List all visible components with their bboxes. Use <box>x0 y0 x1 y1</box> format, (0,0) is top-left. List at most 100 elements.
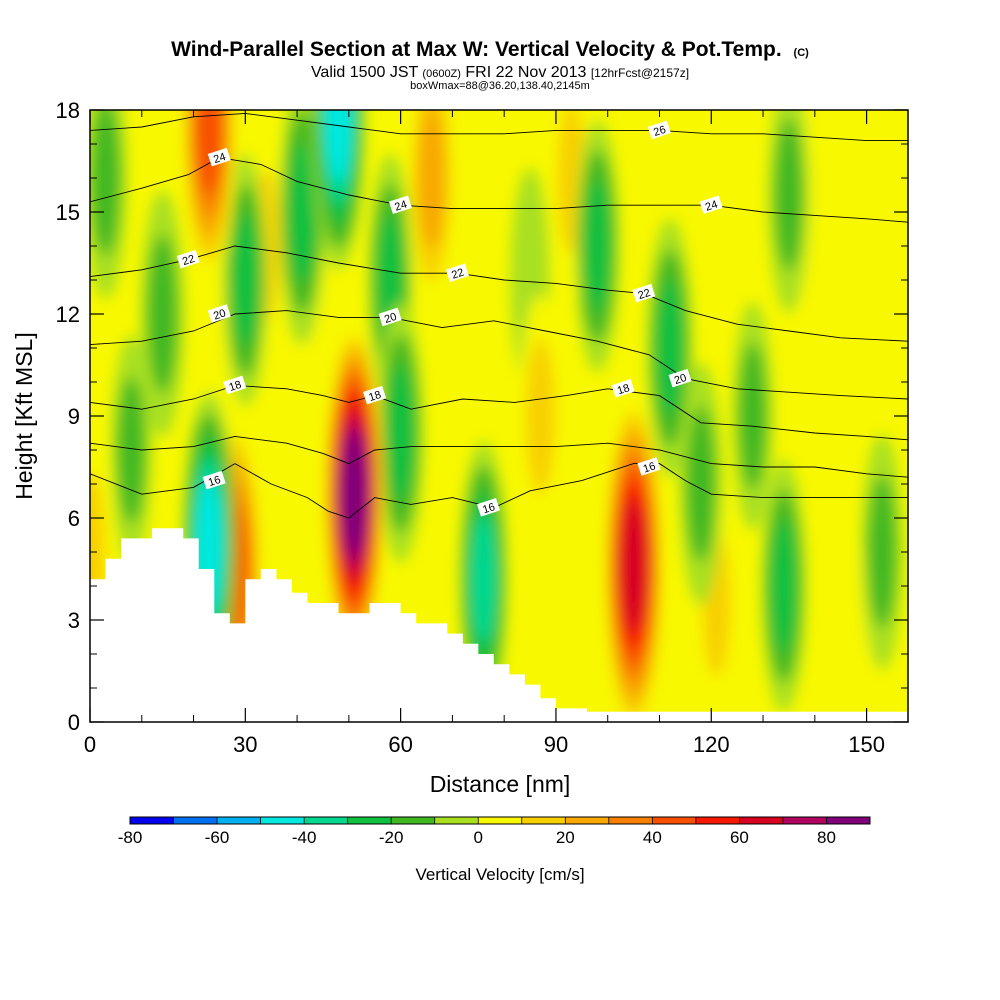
velocity-core-25-band-3 <box>470 515 497 644</box>
chart-title: Wind-Parallel Section at Max W: Vertical… <box>171 38 809 61</box>
theta-label-2-1: 18 <box>363 385 387 405</box>
colorbar-swatch <box>652 817 697 824</box>
velocity-core-11-band-1 <box>867 476 897 628</box>
x-tick-label: 150 <box>848 732 885 757</box>
theta-label-3-1: 20 <box>378 307 402 327</box>
theta-label-text: 24 <box>393 199 408 214</box>
velocity-core-6-band-1 <box>738 342 767 490</box>
theta-label-box <box>207 304 231 323</box>
colorbar-tick-label: 40 <box>643 828 662 847</box>
y-tick-label: 18 <box>56 98 80 123</box>
colorbar-tick-label: 0 <box>474 828 483 847</box>
colorbar-swatch <box>217 817 262 824</box>
colorbar: -80 -60 -40 -20 0 20 40 60 80 <box>118 816 871 847</box>
theta-label-text: 20 <box>383 311 398 326</box>
theta-label-text: 20 <box>212 307 227 322</box>
colorbar-tick-label: 80 <box>817 828 836 847</box>
velocity-core-24-band-2 <box>417 110 446 250</box>
theta-label-text: 26 <box>652 124 667 139</box>
theta-label-box <box>668 368 692 388</box>
colorbar-swatch <box>347 817 392 824</box>
theta-contour-4 <box>90 245 908 342</box>
colorbar-frame <box>129 816 871 825</box>
velocity-core-13-band-1 <box>90 110 121 257</box>
colorbar-swatch <box>434 817 479 824</box>
chart-subtitle-2: boxWmax=88@36.20,138.40,2145m <box>410 80 590 92</box>
contour-labels: 16 16 16 18 18 18 20 20 20 22 22 22 24 24 24 26 <box>176 120 723 517</box>
theta-label-box <box>445 263 469 282</box>
theta-label-box <box>207 147 231 167</box>
y-tick-label: 9 <box>68 404 80 429</box>
theta-label-4-1: 22 <box>445 263 469 282</box>
theta-label-text: 22 <box>637 287 652 302</box>
theta-label-4-2: 22 <box>632 283 656 303</box>
y-tick-label: 6 <box>68 506 80 531</box>
colorbar-tick-label: -20 <box>379 828 404 847</box>
theta-label-text: 18 <box>616 382 631 397</box>
x-axis-label: Distance [nm] <box>430 771 571 797</box>
colorbar-swatch <box>173 817 218 824</box>
theta-label-4-0: 22 <box>176 249 200 269</box>
velocity-core-7-band-1 <box>117 376 146 524</box>
colorbar-tick-label: -40 <box>292 828 317 847</box>
theta-label-box <box>647 120 671 140</box>
axes: 0 30 60 90 120 150 0 3 6 9 12 15 18 <box>56 98 908 757</box>
colorbar-swatch <box>478 817 523 824</box>
velocity-core-17-band-2 <box>232 213 259 347</box>
theta-label-text: 16 <box>207 474 222 489</box>
colorbar-tick-label: -80 <box>118 828 143 847</box>
velocity-core-20-band-2 <box>770 519 797 653</box>
x-tick-label: 120 <box>693 732 730 757</box>
theta-label-2-2: 18 <box>611 379 635 398</box>
theta-label-text: 22 <box>450 267 465 282</box>
vertical-velocity-field <box>90 110 903 722</box>
colorbar-swatch <box>782 817 827 824</box>
velocity-core-31-band-8 <box>340 431 368 557</box>
theta-label-text: 20 <box>673 372 688 387</box>
theta-label-text: 24 <box>212 151 227 166</box>
velocity-core-21-band-2 <box>387 365 414 501</box>
theta-label-box <box>223 375 247 395</box>
plot-area <box>90 110 908 722</box>
velocity-core-1-band-0 <box>831 544 871 722</box>
y-tick-label: 0 <box>68 710 80 735</box>
x-tick-label: 90 <box>544 732 568 757</box>
colorbar-tick-label: 60 <box>730 828 749 847</box>
theta-label-box <box>699 195 723 214</box>
theta-label-text: 24 <box>704 199 719 214</box>
theta-label-5-1: 24 <box>388 195 412 214</box>
velocity-core-29-band-4 <box>195 110 223 195</box>
x-tick-label: 60 <box>388 732 412 757</box>
colorbar-swatch <box>521 817 566 824</box>
theta-label-5-2: 24 <box>699 195 723 214</box>
theta-label-box <box>611 379 635 398</box>
theta-label-box <box>176 249 200 269</box>
theta-contour-0 <box>90 463 908 519</box>
theta-label-text: 22 <box>181 253 196 268</box>
colorbar-swatch <box>130 817 175 824</box>
theta-contour-1 <box>90 435 908 478</box>
colorbar-swatch <box>565 817 610 824</box>
velocity-core-12-band-1 <box>525 337 556 495</box>
y-axis-label: Height [Kft MSL] <box>11 332 37 499</box>
velocity-core-19-band-2 <box>584 179 611 313</box>
theta-label-box <box>476 498 501 517</box>
theta-label-0-2: 16 <box>637 457 661 476</box>
colorbar-swatch <box>391 817 436 824</box>
theta-label-0-1: 16 <box>476 498 501 517</box>
colorbar-swatch <box>739 817 784 824</box>
theta-contour-6 <box>90 112 908 142</box>
theta-label-box <box>632 283 656 303</box>
theta-label-text: 18 <box>367 389 382 404</box>
x-tick-label: 30 <box>233 732 257 757</box>
theta-label-text: 18 <box>228 379 243 394</box>
theta-label-2-0: 18 <box>223 375 247 395</box>
colorbar-swatch <box>695 817 740 824</box>
theta-label-0-0: 16 <box>202 470 226 490</box>
colorbar-swatch <box>608 817 653 824</box>
chart-subtitle: Valid 1500 JST (0600Z) FRI 22 Nov 2013 [… <box>311 64 689 81</box>
colorbar-tick-label: -60 <box>205 828 230 847</box>
terrain-mask <box>90 528 908 722</box>
theta-label-3-0: 20 <box>207 304 231 323</box>
theta-label-box <box>637 457 661 476</box>
